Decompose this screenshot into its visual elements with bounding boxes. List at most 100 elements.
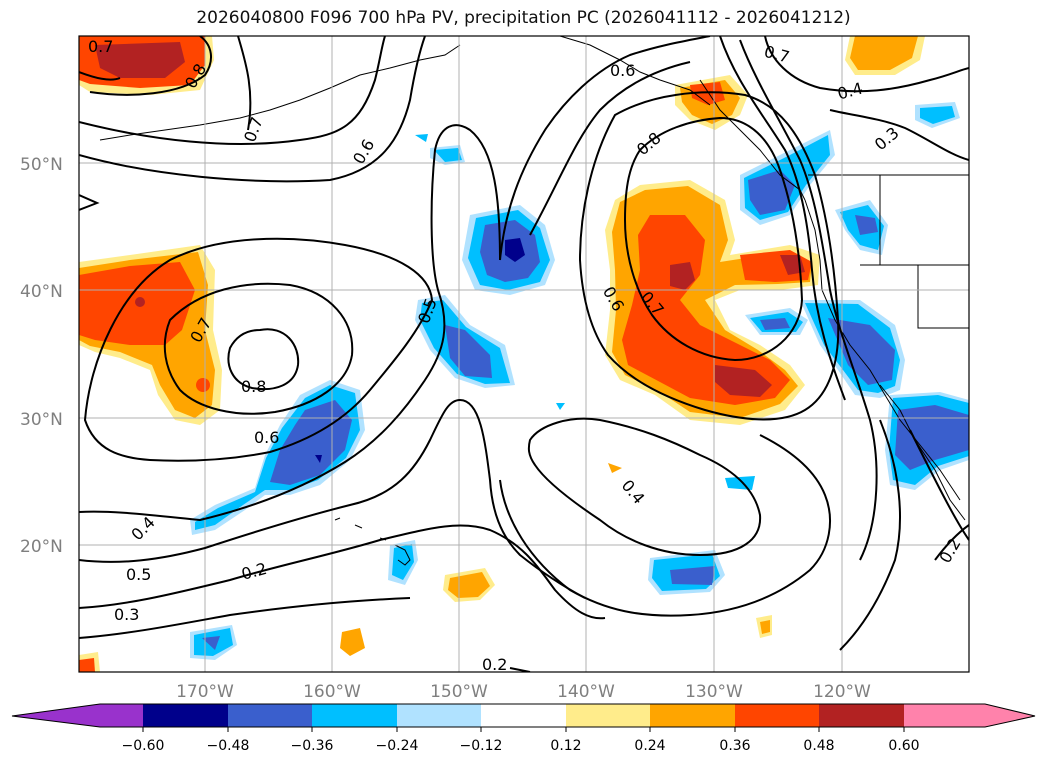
pv-contour-top-1 <box>237 36 252 131</box>
colorbar-tick-label: −0.36 <box>291 738 334 754</box>
lat-label: 50°N <box>20 155 63 175</box>
precip-neg-small-2 <box>415 134 428 142</box>
colorbar-segment <box>735 704 819 727</box>
colorbar-segment <box>397 704 481 727</box>
precip-blob-small-3o <box>760 620 770 634</box>
pv-contour-nw-07 <box>79 71 121 81</box>
colorbar-tick-label: 0.60 <box>888 738 919 754</box>
colorbar: −0.60 −0.48 −0.36 −0.24 −0.12 0.12 0.24 … <box>11 703 1036 754</box>
lon-label: 120°W <box>813 682 871 702</box>
pv-contour-02-bottom2 <box>509 667 531 672</box>
colorbar-segment <box>904 704 1035 727</box>
pv-contour-se-2 <box>909 429 969 541</box>
precip-neg-small-4b <box>202 636 220 650</box>
lat-label: 30°N <box>20 410 63 430</box>
pv-contour-07 <box>163 282 354 415</box>
precip-blob-east-dark2 <box>715 365 772 397</box>
lon-label: 140°W <box>557 682 615 702</box>
pv-contour-08-ring <box>227 328 300 391</box>
pv-contour-mid-north <box>499 36 711 261</box>
precip-neg-small-3c <box>392 544 414 580</box>
border-states <box>860 175 969 329</box>
colorbar-tick-label: 0.48 <box>803 738 834 754</box>
lat-labels: 50°N 40°N 30°N 20°N <box>20 155 63 557</box>
precip-neg-small-5b <box>670 566 715 585</box>
pv-contour-se-1 <box>839 419 901 651</box>
lon-label: 130°W <box>685 682 743 702</box>
pv-contour-top-2 <box>79 36 386 145</box>
precip-blob-nw-center <box>95 42 185 78</box>
contour-label: 0.8 <box>241 377 266 396</box>
colorbar-segment <box>566 704 650 727</box>
colorbar-tick-label: −0.12 <box>460 738 503 754</box>
coast-alaska-peninsula <box>99 44 461 141</box>
pv-contour-03-east <box>829 109 969 161</box>
contour-label: 0.3 <box>114 605 139 624</box>
colorbar-tick-label: −0.24 <box>376 738 419 754</box>
precip-blob-small-5 <box>608 463 622 473</box>
precip-blob-east-red <box>622 215 790 405</box>
precip-blob-coast-red <box>690 82 725 105</box>
precip-neg-ne2b <box>855 215 878 235</box>
colorbar-segment <box>12 704 143 727</box>
colorbar-segment <box>228 704 312 727</box>
pv-contour-04-east <box>764 36 969 93</box>
precip-neg-central-navy <box>505 238 525 262</box>
colorbar-segment <box>312 704 397 727</box>
coastlines <box>99 36 969 566</box>
colorbar-tick-label: 0.12 <box>550 738 581 754</box>
precip-neg-small-1c <box>434 148 462 162</box>
contour-label: 0.2 <box>482 655 507 674</box>
gridlines <box>79 36 969 672</box>
precip-neg-sw-navy <box>315 455 322 463</box>
contour-label: 0.5 <box>126 565 151 584</box>
coast-baja <box>879 384 966 521</box>
precip-neg-small-8b <box>760 318 790 330</box>
colorbar-tick-label: 0.36 <box>719 738 750 754</box>
pv-contour-east-1 <box>739 39 878 561</box>
lon-label: 170°W <box>176 682 234 702</box>
colorbar-segment <box>143 704 228 727</box>
pv-contour-08-east <box>623 116 804 362</box>
precip-blob-east-dark1 <box>670 262 695 290</box>
pv-contour-south-outer <box>499 434 831 617</box>
colorbar-tick-label: −0.48 <box>207 738 250 754</box>
precip-neg-seb <box>895 405 969 470</box>
pv-contour-06 <box>83 237 434 462</box>
colorbar-outline <box>11 703 1036 728</box>
pv-contour-nw-08 <box>89 36 212 96</box>
pv-contour-east-2 <box>719 36 846 401</box>
precip-blob-topright-orange <box>850 36 918 70</box>
lat-label: 20°N <box>20 537 63 557</box>
precip-blob-west-dot <box>135 297 145 307</box>
pv-contours <box>79 36 969 672</box>
contour-label: 0.6 <box>254 428 279 447</box>
colorbar-tick-labels: −0.60 −0.48 −0.36 −0.24 −0.12 0.12 0.24 … <box>122 738 920 754</box>
pv-contour-03 <box>79 524 606 620</box>
pv-contour-top-3 <box>79 36 426 183</box>
colorbar-segments <box>12 704 1035 727</box>
coast-alaska-gulf <box>559 36 711 106</box>
precip-blob-small-2 <box>340 628 365 656</box>
pv-contour-04-south <box>527 417 762 557</box>
precip-neg-ne4b <box>828 318 895 385</box>
colorbar-tick-label: 0.24 <box>634 738 665 754</box>
map-frame <box>78 35 970 673</box>
pv-contour-05 <box>79 124 501 522</box>
colorbar-segment <box>481 704 566 727</box>
contour-label: 0.7 <box>88 37 113 56</box>
pv-contour-02-bottom <box>79 597 411 639</box>
colorbar-segment <box>819 704 904 727</box>
precip-blob-west-dot2 <box>196 378 210 392</box>
lat-label: 40°N <box>20 282 63 302</box>
lon-labels: 170°W 160°W 150°W 140°W 130°W 120°W <box>176 682 871 702</box>
colorbar-segment <box>650 704 735 727</box>
precip-neg-small-7 <box>556 403 565 410</box>
lon-label: 160°W <box>303 682 361 702</box>
pv-contour-se-02 <box>934 524 969 561</box>
colorbar-ticks <box>142 727 905 732</box>
precip-neg-mid-blue <box>445 325 492 378</box>
pv-contour-left-edge <box>79 194 100 211</box>
map-title: 2026040800 F096 700 hPa PV, precipitatio… <box>196 8 851 28</box>
